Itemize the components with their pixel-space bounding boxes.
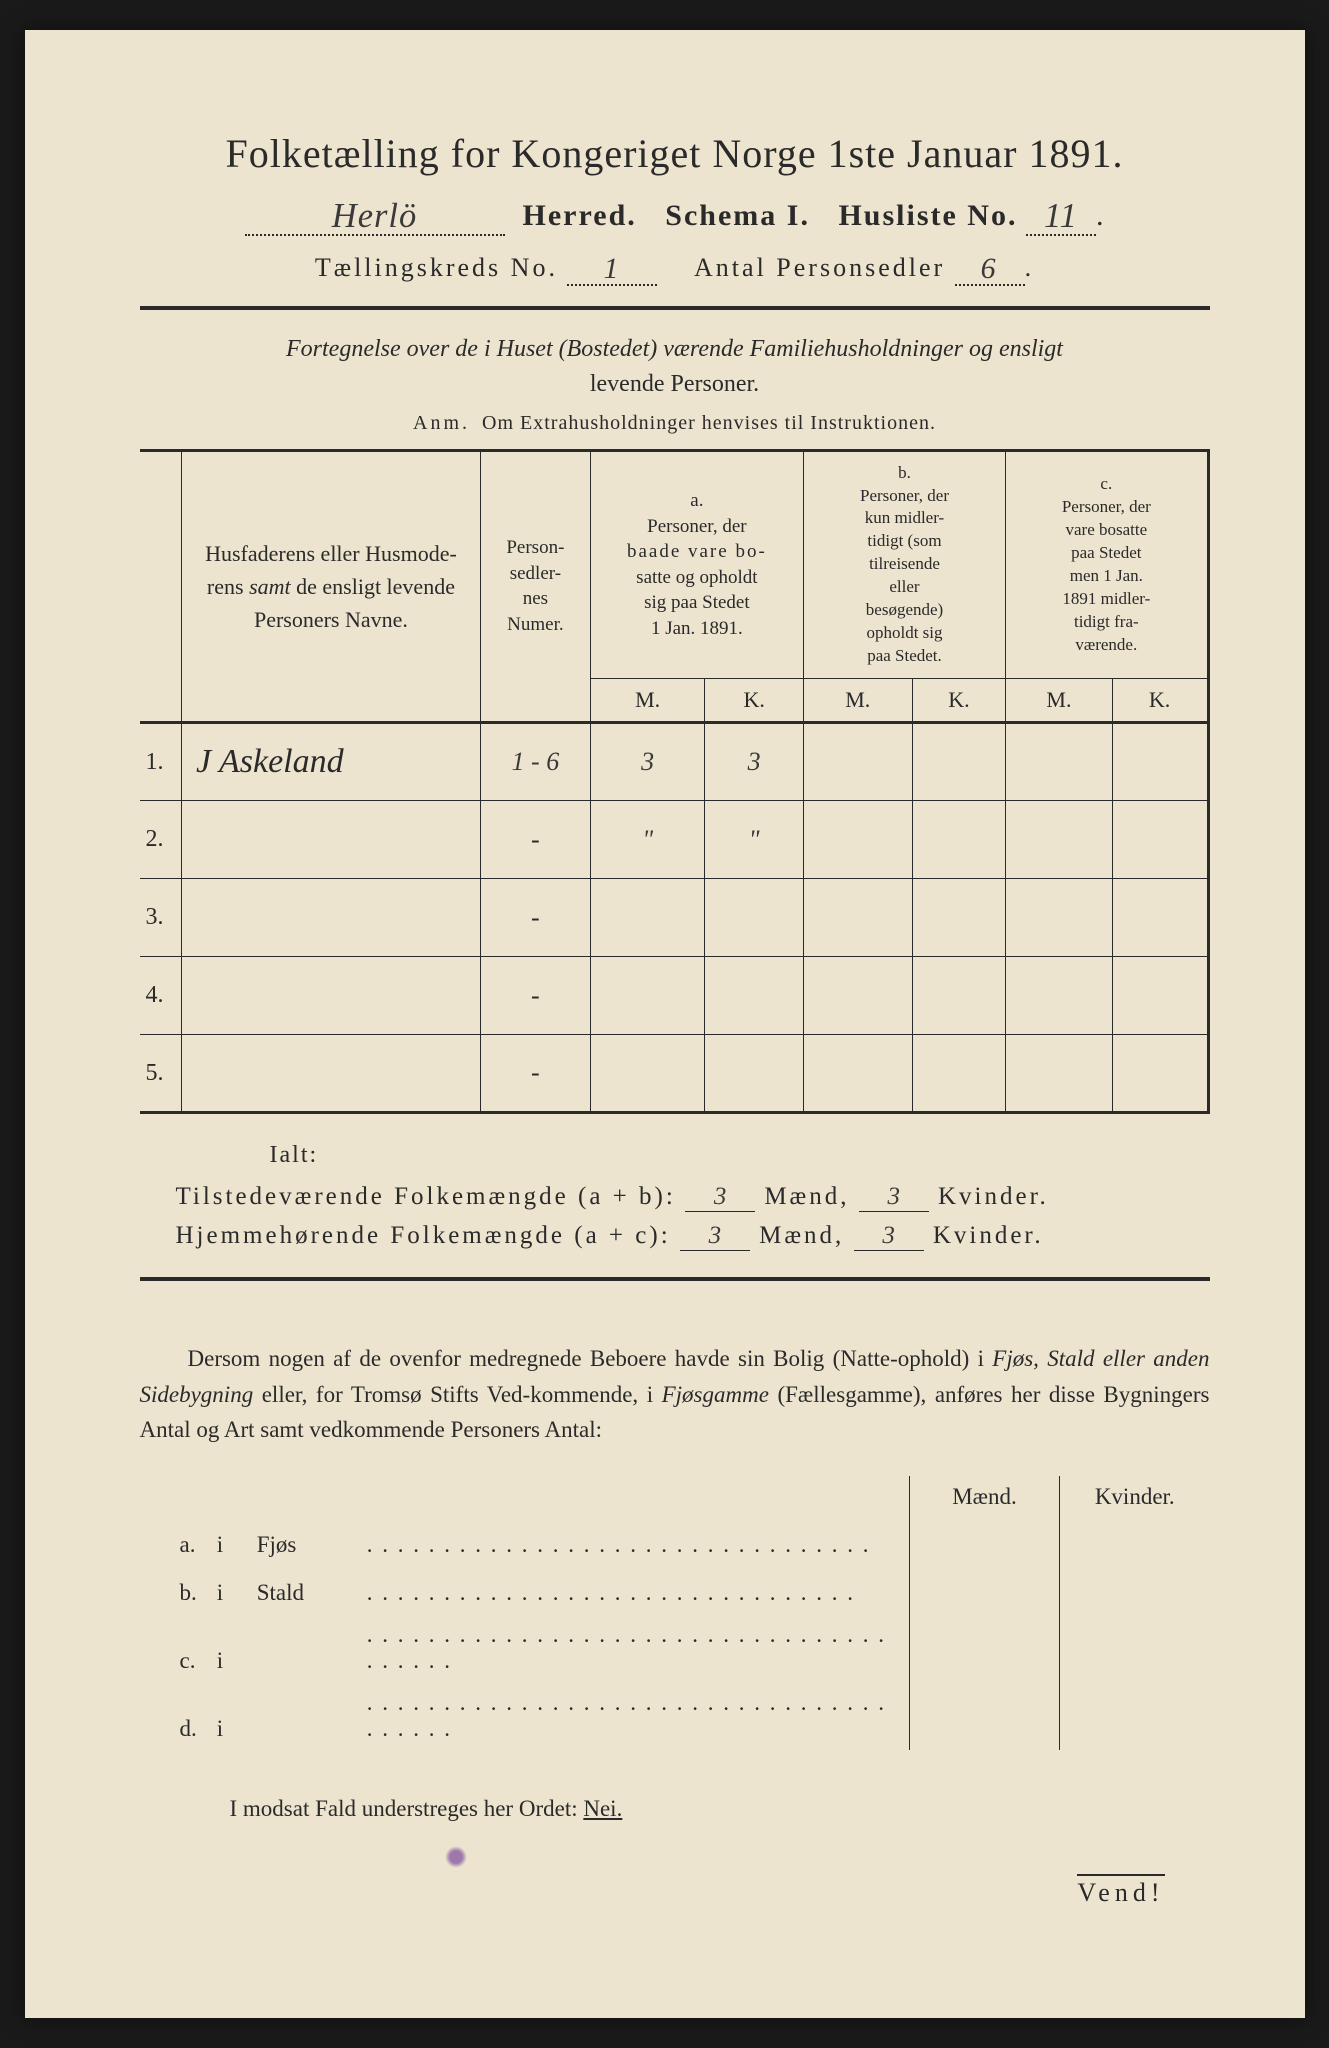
building-table: Mænd. Kvinder. a.iFjøs. . . . . . . . . … (140, 1476, 1210, 1750)
antal-field: 6 (955, 250, 1025, 286)
building-row: a.iFjøs. . . . . . . . . . . . . . . . .… (140, 1518, 1210, 1566)
header-line-2: Herlö Herred. Schema I. Husliste No. 11. (140, 195, 1210, 236)
col-numer-header: Person-sedler-nesNumer. (480, 450, 590, 722)
table-row: 1.J Askeland1 - 633 (140, 723, 1209, 801)
col-a-header: a. Personer, derbaade vare bo-satte og o… (590, 450, 803, 678)
mk-kvinder-header: Kvinder. (1060, 1476, 1210, 1518)
building-row: c.i. . . . . . . . . . . . . . . . . . .… (140, 1614, 1210, 1682)
hjemme-m: 3 (680, 1222, 750, 1251)
ink-stain (445, 1846, 467, 1868)
rule-1 (140, 306, 1210, 310)
col-names-header: Husfaderens eller Husmode- rens samt de … (182, 450, 481, 722)
herred-field: Herlö (245, 195, 505, 236)
herred-label: Herred. (523, 199, 637, 232)
nei-word: Nei. (583, 1796, 622, 1821)
main-title: Folketælling for Kongeriget Norge 1ste J… (140, 130, 1210, 177)
census-table: Husfaderens eller Husmode- rens samt de … (140, 449, 1210, 1114)
kreds-label: Tællingskreds No. (315, 253, 558, 282)
census-form-page: Folketælling for Kongeriget Norge 1ste J… (25, 30, 1305, 2018)
rule-2 (140, 1277, 1210, 1281)
sum-tilstede: Tilstedeværende Folkemængde (a + b): 3 M… (176, 1183, 1210, 1212)
building-row: b.iStald. . . . . . . . . . . . . . . . … (140, 1566, 1210, 1614)
table-row: 2.-"" (140, 801, 1209, 879)
hjemme-k: 3 (854, 1222, 924, 1251)
sum-hjemme: Hjemmehørende Folkemængde (a + c): 3 Mæn… (176, 1222, 1210, 1251)
husliste-label: Husliste No. (838, 199, 1017, 232)
tilstede-m: 3 (685, 1183, 755, 1212)
table-row: 4.- (140, 957, 1209, 1035)
col-b-header: b. Personer, derkun midler-tidigt (somti… (803, 450, 1005, 678)
ialt-label: Ialt: (270, 1142, 1210, 1169)
anm-line: Anm. Om Extrahusholdninger henvises til … (140, 412, 1210, 435)
building-row: d.i. . . . . . . . . . . . . . . . . . .… (140, 1682, 1210, 1750)
mk-maend-header: Mænd. (910, 1476, 1060, 1518)
antal-label: Antal Personsedler (694, 253, 945, 282)
intro-text: Fortegnelse over de i Huset (Bostedet) v… (140, 332, 1210, 402)
table-row: 5.- (140, 1035, 1209, 1113)
col-c-header: c. Personer, dervare bosattepaa Stedetme… (1006, 450, 1208, 678)
header-line-3: Tællingskreds No. 1 Antal Personsedler 6… (140, 250, 1210, 286)
husliste-field: 11 (1026, 195, 1096, 236)
schema-label: Schema I. (665, 199, 810, 232)
building-paragraph: Dersom nogen af de ovenfor medregnede Be… (140, 1341, 1210, 1448)
kreds-field: 1 (567, 250, 657, 286)
table-row: 3.- (140, 879, 1209, 957)
nei-line: I modsat Fald understreges her Ordet: Ne… (230, 1796, 1210, 1822)
vend-label: Vend! (1077, 1874, 1164, 1908)
tilstede-k: 3 (859, 1183, 929, 1212)
